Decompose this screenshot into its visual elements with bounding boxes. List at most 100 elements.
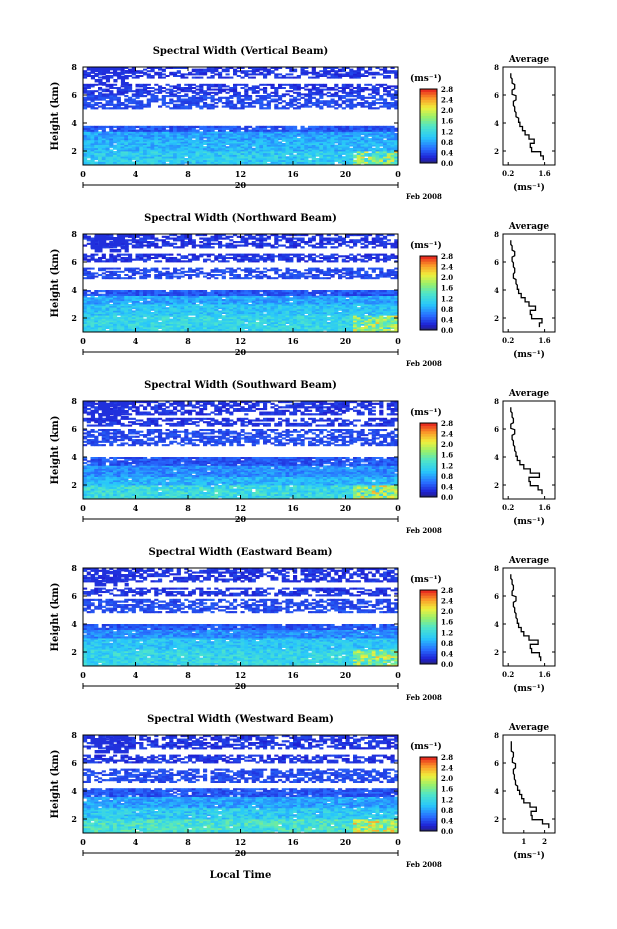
- heatmap-cell: [278, 146, 283, 149]
- heatmap-cell: [278, 163, 283, 166]
- heatmap-cell: [146, 98, 151, 101]
- heatmap-cell: [300, 143, 305, 145]
- heatmap-cell: [330, 129, 335, 132]
- heatmap-cell: [180, 163, 185, 166]
- heatmap-cell: [229, 87, 234, 89]
- heatmap-cell: [188, 96, 193, 99]
- heatmap-cell: [300, 163, 305, 166]
- heatmap-cell: [154, 127, 159, 130]
- heatmap-cell: [101, 138, 106, 141]
- heatmap-cell: [218, 156, 223, 159]
- heatmap-cell: [135, 163, 140, 166]
- heatmap-cell: [330, 144, 335, 147]
- heatmap-cell: [394, 134, 399, 137]
- heatmap-cell: [139, 159, 144, 162]
- heatmap-cell: [131, 129, 136, 132]
- heatmap-cell: [323, 147, 328, 150]
- heatmap-cell: [334, 134, 339, 137]
- heatmap-cell: [270, 151, 275, 154]
- heatmap-cell: [364, 133, 369, 136]
- heatmap-cell: [150, 138, 155, 141]
- heatmap-cell: [375, 163, 380, 166]
- heatmap-cell: [263, 127, 268, 130]
- heatmap-cell: [116, 129, 121, 132]
- heatmap-cell: [199, 151, 204, 154]
- heatmap-cell: [244, 70, 249, 73]
- heatmap-cell: [229, 147, 234, 150]
- heatmap-cell: [146, 161, 151, 164]
- heatmap-cell: [281, 127, 286, 130]
- heatmap-cell: [364, 154, 369, 157]
- heatmap-cell: [285, 129, 290, 132]
- heatmap-cell: [206, 125, 211, 129]
- heatmap-cell: [394, 133, 399, 136]
- heatmap-cell: [375, 87, 380, 89]
- heatmap-cell: [248, 143, 253, 145]
- heatmap-cell: [274, 146, 279, 149]
- heatmap-cell: [158, 141, 163, 144]
- heatmap-cell: [248, 152, 253, 155]
- heatmap-cell: [109, 161, 114, 164]
- heatmap-cell: [375, 133, 380, 136]
- heatmap-cell: [330, 141, 335, 144]
- heatmap-cell: [150, 87, 155, 89]
- heatmap-cell: [248, 133, 253, 136]
- heatmap-cell: [326, 91, 331, 94]
- heatmap-cell: [233, 103, 238, 106]
- heatmap-cell: [225, 136, 230, 139]
- heatmap-cell: [169, 144, 174, 147]
- x-tick-label: 20: [340, 169, 352, 179]
- heatmap-cell: [101, 159, 106, 162]
- heatmap-cell: [184, 107, 189, 110]
- heatmap-cell: [255, 321, 260, 324]
- heatmap-cell: [195, 146, 200, 149]
- heatmap-cell: [86, 83, 91, 86]
- heatmap-cell: [101, 131, 106, 134]
- heatmap-cell: [210, 103, 215, 106]
- heatmap-cell: [188, 139, 193, 142]
- heatmap-cell: [180, 151, 185, 154]
- heatmap-cell: [199, 136, 204, 139]
- heatmap-cell: [293, 125, 298, 129]
- heatmap-cell: [289, 73, 294, 76]
- heatmap-cell: [304, 141, 309, 144]
- heatmap-cell: [124, 147, 129, 150]
- heatmap-cell: [176, 159, 181, 162]
- heatmap-cell: [124, 133, 129, 136]
- heatmap-cell: [240, 161, 245, 164]
- heatmap-cell: [274, 152, 279, 155]
- heatmap-cell: [146, 141, 151, 144]
- heatmap-cell: [383, 146, 388, 149]
- heatmap-cell: [161, 68, 166, 71]
- heatmap-cell: [345, 298, 350, 302]
- heatmap-cell: [94, 73, 99, 77]
- heatmap-cell: [90, 76, 96, 80]
- heatmap-cell: [203, 133, 208, 136]
- heatmap-cell: [248, 73, 253, 76]
- heatmap-cell: [139, 143, 144, 145]
- heatmap-cell: [334, 149, 339, 152]
- heatmap-cell: [184, 151, 189, 154]
- heatmap-cell: [334, 146, 339, 149]
- heatmap-cell: [101, 161, 106, 164]
- heatmap-cell: [176, 144, 181, 147]
- heatmap-cell: [293, 136, 298, 139]
- heatmap-cell: [146, 149, 151, 152]
- heatmap-cell: [308, 134, 313, 137]
- heatmap-cell: [176, 161, 181, 164]
- heatmap-cell: [165, 95, 170, 98]
- heatmap-cell: [229, 76, 234, 79]
- heatmap-cell: [214, 143, 219, 145]
- heatmap-cell: [368, 102, 373, 105]
- heatmap-cell: [319, 83, 324, 86]
- heatmap-cell: [278, 141, 283, 144]
- heatmap-cell: [98, 76, 103, 79]
- heatmap-cell: [390, 152, 395, 155]
- heatmap-cell: [191, 143, 196, 145]
- heatmap-cell: [296, 138, 301, 141]
- heatmap-cell: [270, 146, 275, 149]
- heatmap-cell: [165, 151, 170, 154]
- heatmap-cell: [360, 95, 365, 98]
- heatmap-cell: [349, 152, 354, 155]
- heatmap-cell: [128, 127, 133, 130]
